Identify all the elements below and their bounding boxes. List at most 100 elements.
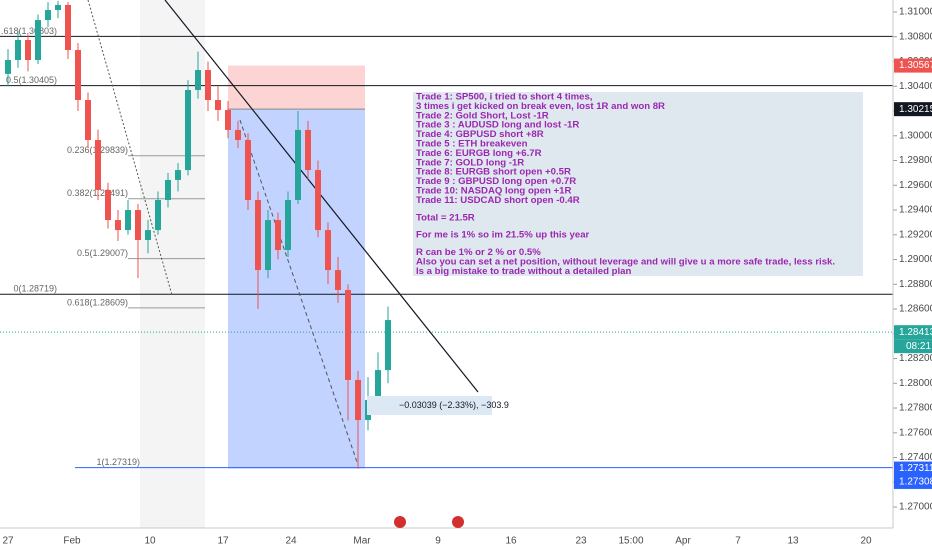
price-tag-label: 1.27311: [899, 463, 932, 474]
fib-label: 0(1.28719): [13, 284, 57, 294]
y-tick-label: 1.27800: [899, 403, 932, 414]
y-tick-label: 1.29800: [899, 155, 932, 166]
fib-label: 0.618(1.28609): [67, 297, 128, 307]
candle-body: [25, 39, 31, 61]
event-icons: [394, 516, 464, 528]
x-tick-label: 27: [2, 536, 14, 547]
note-line: Trade 11: USDCAD short open -0.4R: [416, 195, 580, 206]
note: Trade 1: SP500, i tried to short 4 times…: [413, 92, 863, 277]
fib-label: .618(1.30803): [1, 26, 57, 36]
candle-body: [175, 170, 181, 180]
candle-body: [275, 220, 281, 250]
candle-body: [295, 129, 301, 200]
y-tick-label: 1.28000: [899, 378, 932, 389]
y-tick-label: 1.29400: [899, 205, 932, 216]
candle-body: [385, 320, 391, 371]
candle-body: [155, 200, 161, 231]
note-line: Trade 2: Gold Short, Lost -1R: [416, 110, 549, 121]
y-tick-label: 1.27400: [899, 452, 932, 463]
candle-body: [205, 70, 211, 100]
candle-body: [235, 129, 241, 140]
session-band: [140, 0, 205, 528]
y-tick-label: 1.30800: [899, 31, 932, 42]
candle-body: [285, 200, 291, 250]
candle-body: [95, 139, 101, 190]
candle-body: [245, 139, 251, 200]
position: [228, 65, 365, 469]
x-tick-label: 23: [575, 536, 587, 547]
countdown: 08:21: [906, 341, 931, 352]
candle-body: [55, 4, 61, 11]
price-tag: [894, 58, 932, 73]
x-tick-label: 7: [735, 536, 741, 547]
x-tick-label: 20: [860, 536, 872, 547]
measure-box: [367, 396, 492, 415]
candle-body: [335, 270, 341, 290]
candle-body: [165, 179, 171, 200]
note-line: Trade 10: NASDAQ long open +1R: [416, 186, 571, 197]
x-tick-label: 24: [285, 536, 297, 547]
candle-body: [45, 10, 51, 21]
fib-label: 0.382(1.29491): [67, 188, 128, 198]
candle-body: [185, 89, 191, 171]
candles: [5, 0, 391, 469]
price-tag: [894, 325, 932, 340]
candle-body: [85, 100, 91, 140]
price-tag: [894, 102, 932, 117]
fib-label: 0.5(1.29007): [77, 248, 128, 258]
x-tick-label: 15:00: [618, 536, 643, 547]
candle-body: [5, 60, 11, 74]
candle-body: [255, 200, 261, 271]
y-tick-label: 1.30400: [899, 81, 932, 92]
candle-body: [355, 379, 361, 421]
y-tick-label: 1.28600: [899, 304, 932, 315]
candle-body: [135, 210, 141, 240]
candle-body: [225, 110, 231, 130]
x-tick-label: Feb: [63, 536, 81, 547]
candle-body: [325, 230, 331, 271]
y-tick-label: 1.27600: [899, 427, 932, 438]
candle-body: [145, 230, 151, 240]
y-tick-label: 1.28800: [899, 279, 932, 290]
note-line: Also you can set a net position, without…: [416, 257, 835, 268]
y-tick-label: 1.29000: [899, 254, 932, 265]
price-tag-label: 1.28413: [899, 327, 932, 338]
trend-line: [87, 0, 173, 296]
trend-line: [164, 0, 479, 393]
note-line: Is a big mistake to trade without a deta…: [416, 266, 632, 277]
measure-label: −0.03039 (−2.33%), −303.9: [399, 400, 509, 410]
note-line: 3 times i get kicked on break even, lost…: [416, 101, 665, 112]
note-line: Trade 9 : GBPUSD long open +0.7R: [416, 176, 576, 187]
note-line: Total = 21.5R: [416, 212, 475, 223]
note-line: Trade 3 : AUDUSD long and lost -1R: [416, 120, 579, 131]
note-line: Trade 6: EURGB long +6.7R: [416, 148, 542, 159]
x-tick-label: Mar: [353, 536, 371, 547]
price-tag-label: 1.27308: [899, 477, 932, 488]
price-tag: [894, 461, 932, 476]
price-tag-label: 1.30567: [899, 60, 932, 71]
projection-line: [239, 119, 359, 466]
candle-body: [195, 70, 201, 90]
candle-body: [105, 189, 111, 221]
candle-body: [115, 220, 121, 231]
y-tick-label: 1.29200: [899, 229, 932, 240]
note-line: Trade 7: GOLD long -1R: [416, 157, 524, 168]
candle-body: [215, 100, 221, 111]
note-line: Trade 4: GBPUSD short +8R: [416, 129, 544, 140]
candle-body: [35, 20, 41, 61]
price-tag: [894, 474, 932, 489]
y-tick-label: 1.29600: [899, 180, 932, 191]
note-line: Trade 8: EURGB short open +0.5R: [416, 167, 571, 178]
y-tick-label: 1.31000: [899, 7, 932, 18]
note-line: For me is 1% so im 21.5% up this year: [416, 230, 590, 241]
x-tick-label: 17: [217, 536, 229, 547]
fib-label: 1(1.27319): [96, 457, 140, 467]
price-tag-label: 1.30215: [899, 104, 932, 115]
candle-body: [375, 370, 381, 400]
candle-body: [15, 39, 21, 61]
x-tick-label: 16: [505, 536, 517, 547]
x-tick-label: 9: [435, 536, 441, 547]
y-tick-label: 1.28200: [899, 353, 932, 364]
